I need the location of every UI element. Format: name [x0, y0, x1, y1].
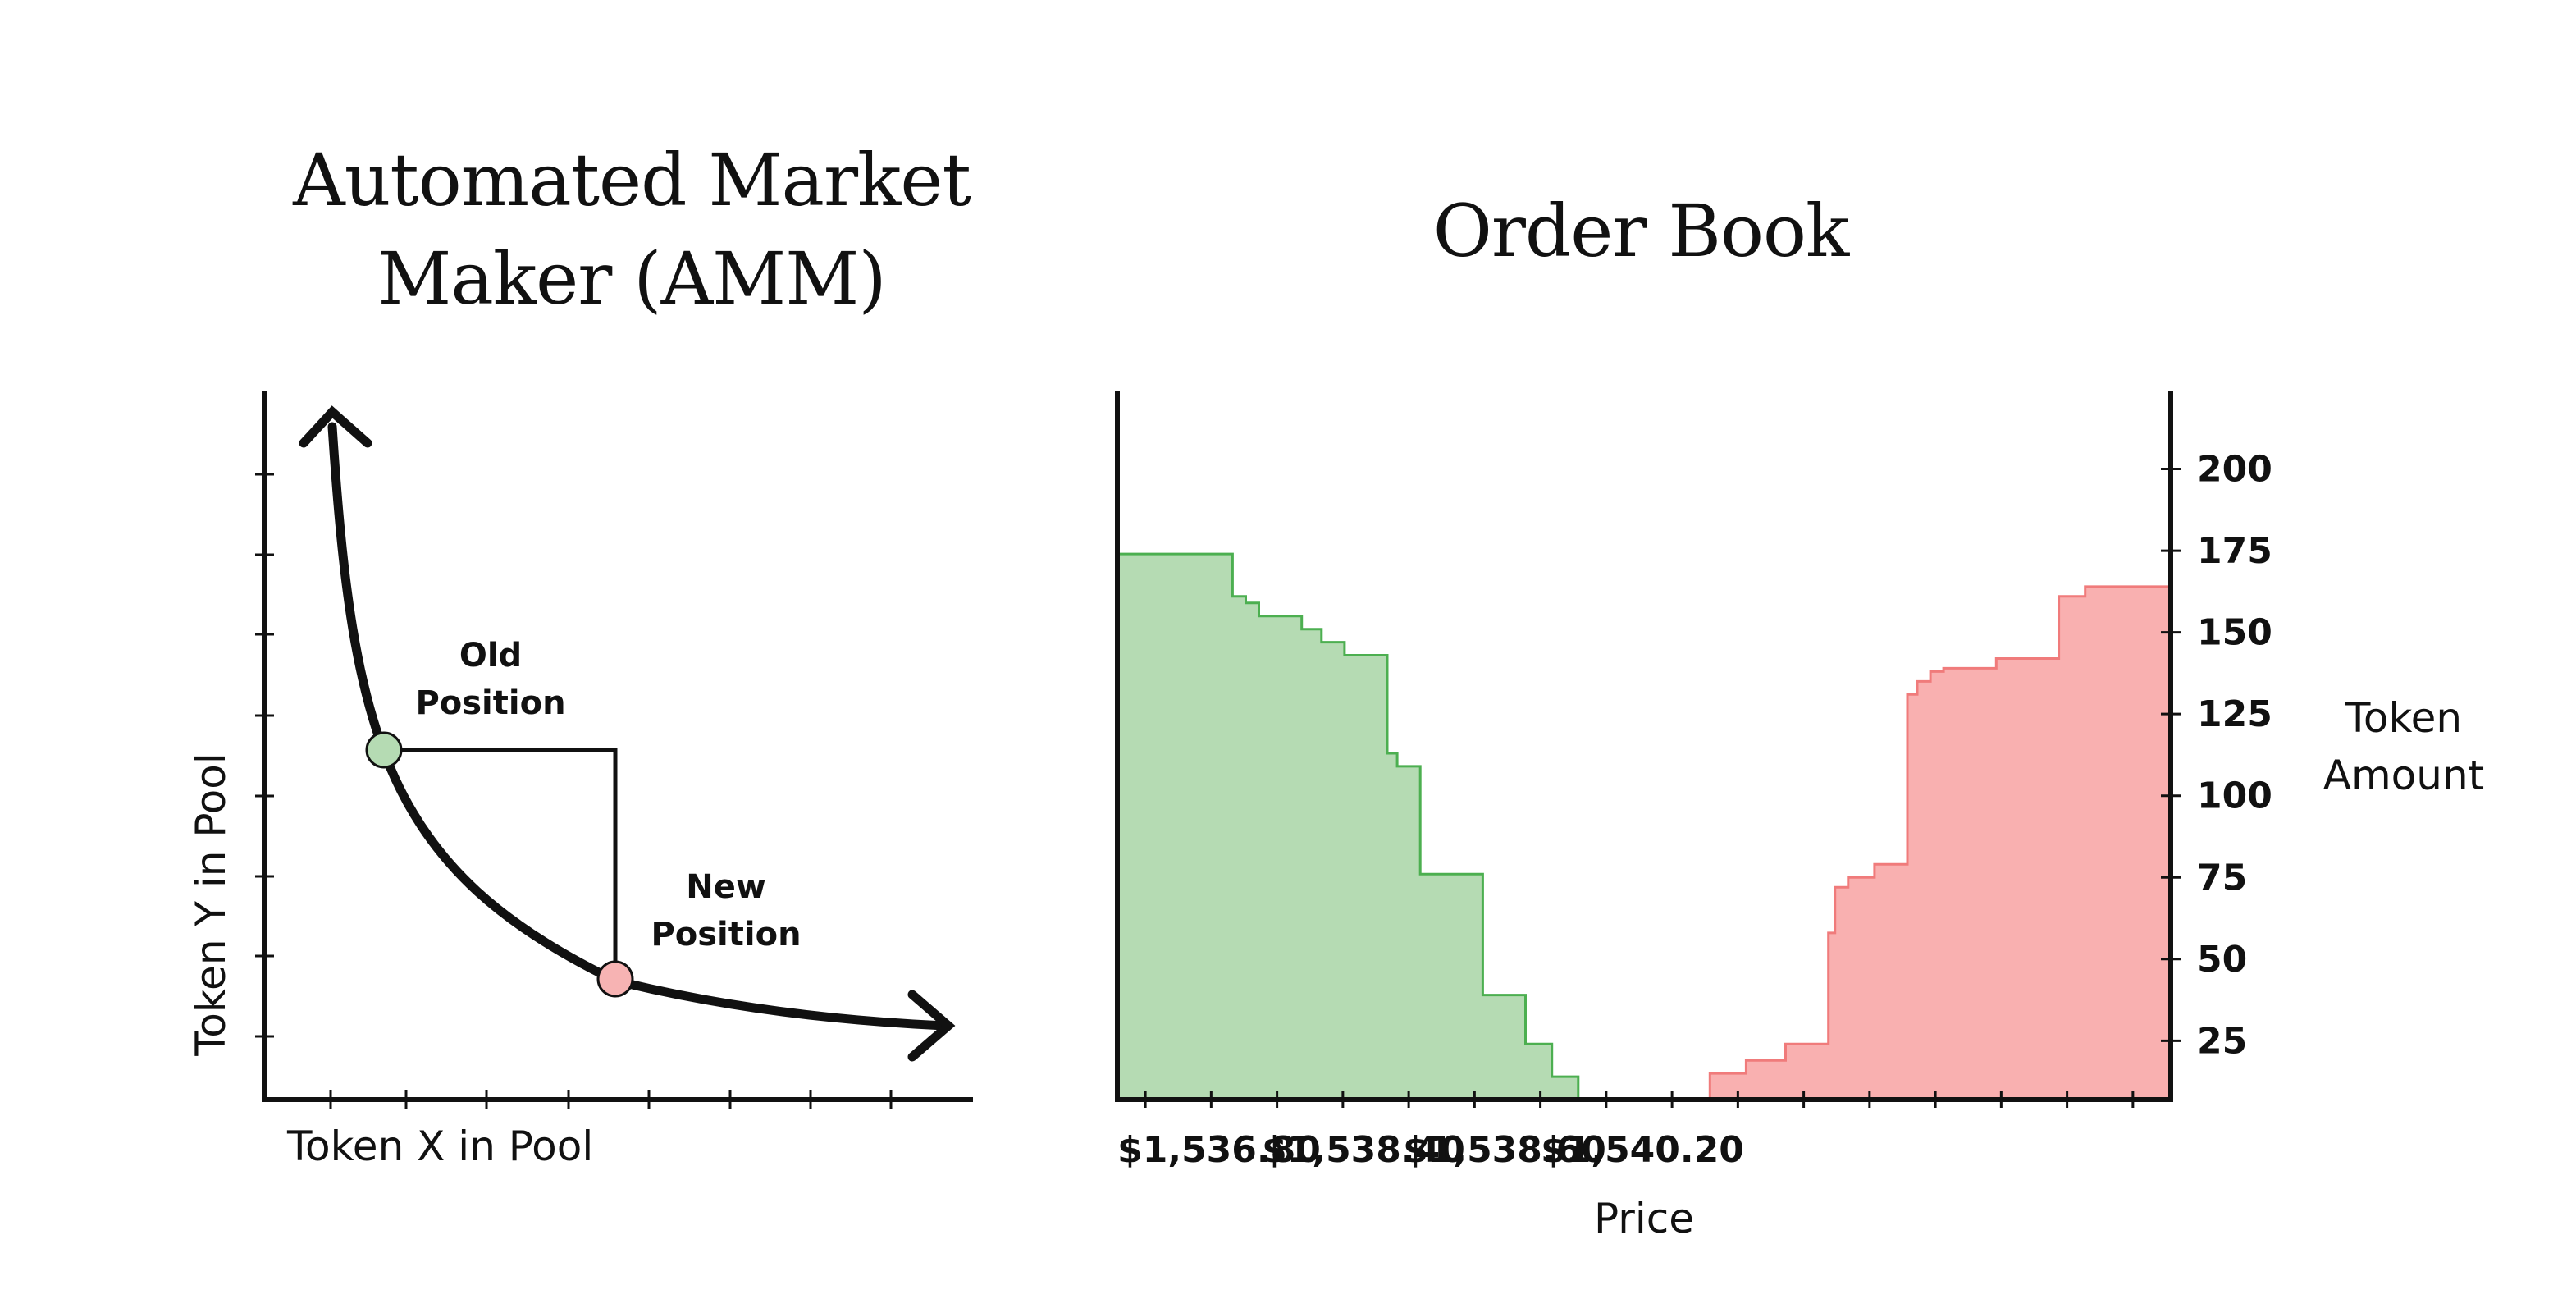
amm-old-position-point: [365, 731, 403, 769]
orderbook-depth-areas: [1117, 552, 2172, 1100]
orderbook-y-tick-label: 200: [2197, 449, 2272, 491]
orderbook-y-tick-label: 175: [2197, 530, 2272, 572]
amm-trade-path: [384, 748, 618, 979]
amm-new-position-point: [596, 960, 634, 998]
orderbook-ask-line: [1708, 585, 2172, 1100]
amm-x-ticks: [329, 1090, 893, 1109]
orderbook-x-tick-label: $1,536.80: [1117, 1129, 1321, 1171]
amm-chart: Old Position New Position Token X in Poo…: [187, 391, 973, 1170]
amm-y-axis-label: Token Y in Pool: [187, 752, 235, 1057]
amm-new-position-label-2: Position: [651, 916, 801, 954]
amm-curve: [327, 422, 950, 1031]
amm-new-position-label-1: New: [686, 868, 766, 906]
orderbook-y-axis-label-1: Token: [2345, 694, 2462, 742]
orderbook-title: Order Book: [1432, 189, 1850, 273]
orderbook-y-tick-label: 125: [2197, 693, 2272, 735]
orderbook-y-tick-label: 75: [2197, 857, 2247, 899]
orderbook-y-tick-label: 100: [2197, 775, 2272, 817]
amm-old-position-label-2: Position: [415, 684, 565, 722]
amm-arrowhead-right: [907, 990, 956, 1062]
orderbook-x-tick-label: $1,538.40: [1262, 1129, 1465, 1171]
orderbook-bid-line: [1117, 552, 1580, 1100]
orderbook-x-ticks: $1,536.80$1,538.40$1,538.60$1,540.20: [1117, 1091, 2135, 1171]
amm-x-axis-label: Token X in Pool: [286, 1123, 593, 1170]
orderbook-y-tick-label: 25: [2197, 1020, 2247, 1062]
orderbook-y-tick-label: 150: [2197, 612, 2272, 654]
amm-title-line-1: Automated Market: [293, 138, 971, 222]
orderbook-x-tick-label: $1,540.20: [1541, 1129, 1744, 1171]
orderbook-x-axis-label: Price: [1594, 1195, 1694, 1242]
amm-old-position-label-1: Old: [459, 637, 522, 675]
orderbook-chart: 25 50 75 100 125 150 175 200 $1,536.80$1,538.40…: [1115, 391, 2484, 1242]
amm-arrowhead-top: [299, 405, 372, 448]
amm-title: Automated Market Maker (AMM): [271, 131, 993, 328]
orderbook-y-axis-label-2: Amount: [2323, 752, 2484, 799]
orderbook-bid-area: [1117, 554, 1578, 1100]
orderbook-x-tick-label: $1,538.60: [1403, 1129, 1606, 1171]
orderbook-ask-area: [1710, 586, 2171, 1100]
orderbook-y-ticks: 25 50 75 100 125 150 175 200: [2161, 449, 2272, 1062]
amm-title-line-2: Maker (AMM): [377, 236, 886, 321]
amm-y-ticks: [255, 473, 274, 1038]
orderbook-y-tick-label: 50: [2197, 939, 2247, 981]
